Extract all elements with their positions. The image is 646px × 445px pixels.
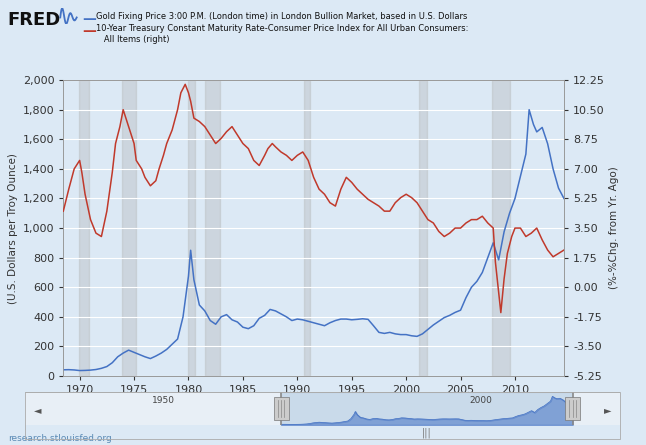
Bar — [419, 80, 427, 376]
Bar — [492, 80, 510, 376]
Text: 10-Year Treasury Constant Maturity Rate-Consumer Price Index for All Urban Consu: 10-Year Treasury Constant Maturity Rate-… — [96, 24, 468, 33]
Text: All Items (right): All Items (right) — [96, 35, 169, 44]
Bar — [281, 392, 572, 425]
Text: —: — — [83, 12, 96, 26]
Bar — [304, 80, 310, 376]
Bar — [25, 392, 281, 425]
Text: ►: ► — [604, 405, 611, 415]
Y-axis label: (U.S. Dollars per Troy Ounce): (U.S. Dollars per Troy Ounce) — [8, 153, 19, 303]
Bar — [205, 80, 220, 376]
Text: FRED: FRED — [8, 11, 61, 29]
Text: 1950: 1950 — [152, 396, 176, 405]
Text: 2000: 2000 — [470, 396, 492, 405]
FancyBboxPatch shape — [273, 396, 289, 420]
Text: ◄: ◄ — [34, 405, 41, 415]
Text: Gold Fixing Price 3:00 P.M. (London time) in London Bullion Market, based in U.S: Gold Fixing Price 3:00 P.M. (London time… — [96, 12, 467, 21]
FancyBboxPatch shape — [565, 396, 580, 420]
Y-axis label: (%-%Chg. from Yr. Ago): (%-%Chg. from Yr. Ago) — [609, 167, 619, 289]
Text: —: — — [83, 24, 96, 38]
Bar — [189, 80, 195, 376]
Text: |||: ||| — [422, 427, 432, 438]
Bar — [572, 392, 620, 425]
Bar — [122, 80, 136, 376]
Bar — [79, 80, 89, 376]
Text: research.stlouisfed.org: research.stlouisfed.org — [8, 434, 112, 443]
